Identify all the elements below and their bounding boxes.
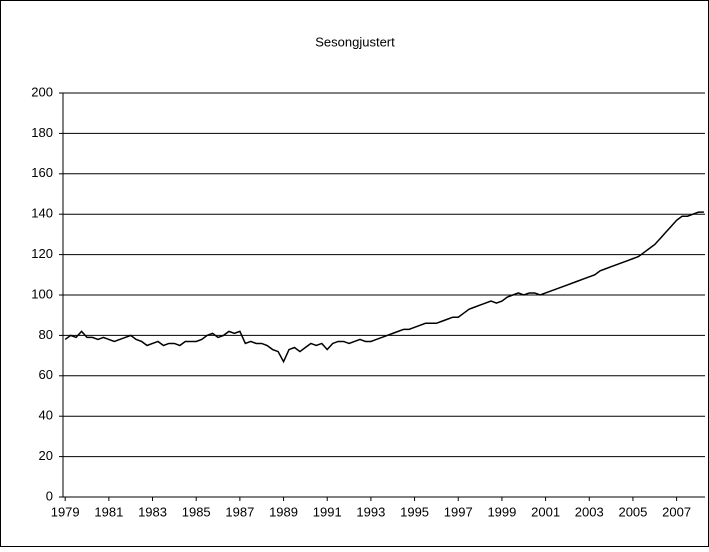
x-tick-label: 1981 bbox=[94, 504, 123, 519]
y-tick-label: 80 bbox=[39, 327, 53, 342]
x-tick-label: 2003 bbox=[575, 504, 604, 519]
y-tick-label: 180 bbox=[31, 125, 53, 140]
x-tick-label: 1979 bbox=[51, 504, 80, 519]
x-tick-label: 1985 bbox=[182, 504, 211, 519]
y-tick-label: 160 bbox=[31, 165, 53, 180]
x-tick-label: 1989 bbox=[269, 504, 298, 519]
y-tick-label: 20 bbox=[39, 448, 53, 463]
x-tick-label: 1997 bbox=[444, 504, 473, 519]
x-tick-label: 1983 bbox=[138, 504, 167, 519]
x-tick-label: 1993 bbox=[356, 504, 385, 519]
chart-title: Sesongjustert bbox=[315, 34, 395, 49]
y-tick-label: 140 bbox=[31, 206, 53, 221]
x-tick-label: 1987 bbox=[225, 504, 254, 519]
x-tick-label: 2005 bbox=[618, 504, 647, 519]
y-tick-label: 40 bbox=[39, 408, 53, 423]
y-tick-label: 0 bbox=[46, 488, 53, 503]
data-line bbox=[64, 211, 704, 364]
x-tick-label: 1991 bbox=[313, 504, 342, 519]
x-tick-label: 1999 bbox=[487, 504, 516, 519]
x-tick-label: 2001 bbox=[531, 504, 560, 519]
y-tick-label: 200 bbox=[31, 84, 53, 99]
x-tick-label: 2007 bbox=[662, 504, 691, 519]
y-tick-label: 120 bbox=[31, 246, 53, 261]
y-tick-label: 60 bbox=[39, 367, 53, 382]
x-tick-label: 1995 bbox=[400, 504, 429, 519]
y-tick-label: 100 bbox=[31, 286, 53, 301]
